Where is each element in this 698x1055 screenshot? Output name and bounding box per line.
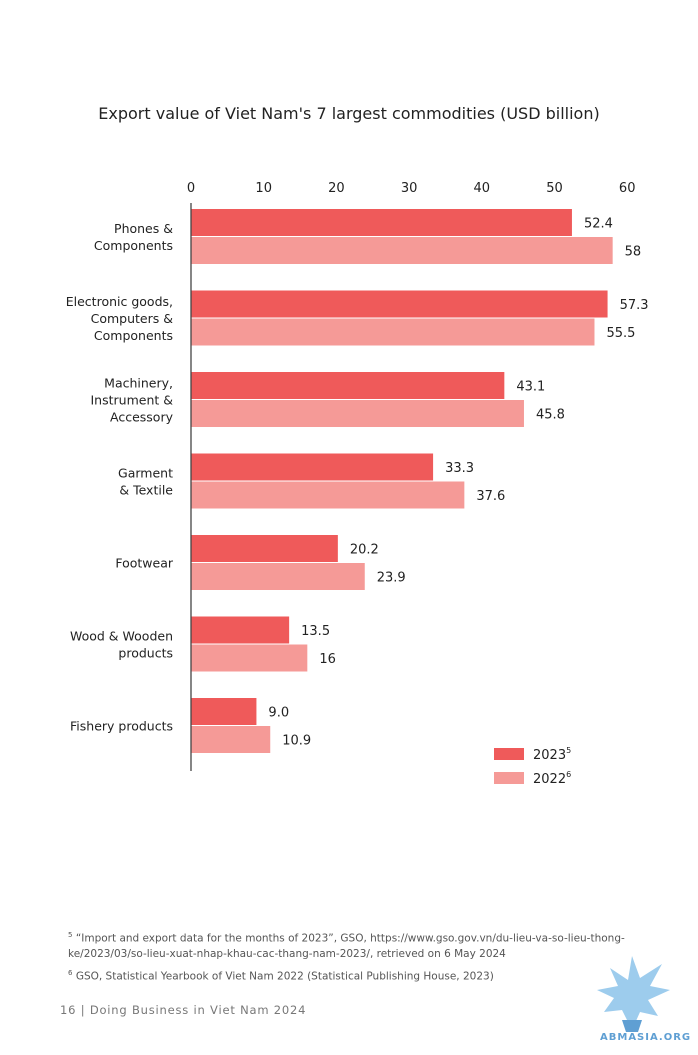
category-label: Electronic goods, xyxy=(66,294,173,309)
data-label: 9.0 xyxy=(268,706,289,721)
bar-2023-0 xyxy=(191,209,572,236)
legend-label-2022: 20226 xyxy=(533,770,571,787)
data-label: 57.3 xyxy=(620,298,649,313)
footnote-6-text: GSO, Statistical Yearbook of Viet Nam 20… xyxy=(75,970,494,983)
chart-title: Export value of Viet Nam's 7 largest com… xyxy=(98,104,600,123)
x-tick-label: 10 xyxy=(255,181,272,196)
bar-chart: 0 10 20 30 40 50 60 52.4 58 Phones & Components 57.… xyxy=(66,181,649,787)
griffin-logo-icon xyxy=(597,956,670,1032)
bar-2022-2 xyxy=(191,400,524,427)
watermark-text: ABMASIA.ORG xyxy=(600,1032,692,1043)
legend-swatch-2023 xyxy=(494,748,524,760)
bar-2023-6 xyxy=(191,698,257,725)
category-label: Components xyxy=(94,328,173,343)
data-label: 43.1 xyxy=(516,380,545,395)
bar-2022-1 xyxy=(191,318,595,346)
category-label: Instrument & xyxy=(91,393,174,408)
category-label: Machinery, xyxy=(104,376,173,391)
data-label: 13.5 xyxy=(301,624,330,639)
legend-swatch-2022 xyxy=(494,772,524,784)
x-tick-label: 30 xyxy=(401,181,418,196)
legend-label-2023: 20235 xyxy=(533,746,571,763)
legend-superscript: 6 xyxy=(566,770,571,779)
data-label: 23.9 xyxy=(377,571,406,586)
footnote-5-line1: “Import and export data for the months o… xyxy=(75,932,625,945)
page-footer: 16 | Doing Business in Viet Nam 2024 xyxy=(60,1003,307,1017)
category-label: Phones & xyxy=(114,221,173,236)
bar-2022-5 xyxy=(191,644,308,672)
data-label: 58 xyxy=(625,245,642,260)
category-label: Garment xyxy=(118,466,173,481)
x-tick-label: 40 xyxy=(474,181,491,196)
category-label: Accessory xyxy=(110,410,174,425)
data-label: 10.9 xyxy=(282,734,311,749)
bar-2023-2 xyxy=(191,372,505,399)
bar-2022-3 xyxy=(191,481,465,509)
data-label: 45.8 xyxy=(536,408,565,423)
bar-2023-4 xyxy=(191,535,338,562)
data-label: 52.4 xyxy=(584,217,613,232)
data-label: 33.3 xyxy=(445,461,474,476)
bar-2023-5 xyxy=(191,616,290,644)
x-tick-label: 50 xyxy=(546,181,563,196)
legend-superscript: 5 xyxy=(566,746,571,755)
bar-2022-0 xyxy=(191,237,613,264)
category-label: & Textile xyxy=(119,483,173,498)
bar-2022-4 xyxy=(191,563,365,590)
category-label: products xyxy=(118,646,173,661)
footnote-5-marker: 5 xyxy=(68,931,73,939)
footnote-5-line2: ke/2023/03/so-lieu-xuat-nhap-khau-cac-th… xyxy=(68,947,506,960)
footnote-6-marker: 6 xyxy=(68,969,73,977)
data-label: 55.5 xyxy=(606,326,635,341)
category-label: Wood & Wooden xyxy=(70,629,173,644)
bar-2022-6 xyxy=(191,726,271,753)
footnote-5: 5 “Import and export data for the months… xyxy=(68,928,643,962)
data-label: 37.6 xyxy=(476,489,505,504)
x-tick-label: 60 xyxy=(619,181,636,196)
data-label: 16 xyxy=(319,652,336,667)
x-tick-label: 0 xyxy=(187,181,195,196)
x-tick-label: 20 xyxy=(328,181,345,196)
bar-2023-3 xyxy=(191,453,434,481)
data-label: 20.2 xyxy=(350,543,379,558)
category-label: Computers & xyxy=(91,311,174,326)
bar-2023-1 xyxy=(191,290,608,318)
category-label: Components xyxy=(94,238,173,253)
category-label: Fishery products xyxy=(70,719,173,734)
footnote-6: 6 GSO, Statistical Yearbook of Viet Nam … xyxy=(68,966,643,985)
category-label: Footwear xyxy=(115,556,174,571)
